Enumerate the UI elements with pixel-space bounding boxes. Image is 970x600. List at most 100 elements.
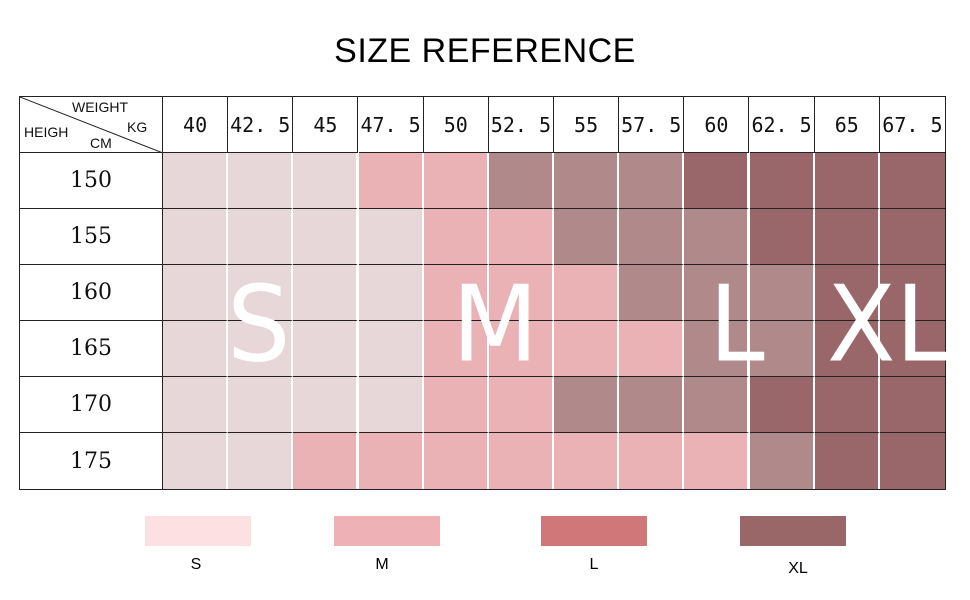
- weight-header-cell: 67. 5: [879, 97, 945, 153]
- weight-header-cell: 60: [684, 97, 750, 153]
- size-chart-table: WEIGHT KG HEIGH CM 40 42. 5 45 47. 5 50 52. 5 55 57…: [19, 96, 951, 490]
- size-cell: [293, 209, 359, 265]
- size-cell: [163, 265, 229, 321]
- page-title: SIZE REFERENCE: [334, 32, 636, 70]
- size-cell: [423, 321, 489, 377]
- size-cell: [358, 377, 424, 433]
- size-cell: [879, 377, 945, 433]
- size-cell: [358, 433, 424, 489]
- weight-header-cell: 42. 5: [228, 97, 294, 153]
- size-cell: [423, 265, 489, 321]
- size-cell: [879, 153, 945, 209]
- legend-label: XL: [788, 560, 808, 577]
- size-cell: [293, 321, 359, 377]
- size-cell: [228, 265, 294, 321]
- size-cell: [423, 209, 489, 265]
- height-row-label: 165: [20, 321, 163, 377]
- size-cell: [423, 153, 489, 209]
- size-cell: [554, 321, 620, 377]
- legend-label: M: [375, 556, 389, 573]
- size-cell: [163, 153, 229, 209]
- size-cell: [749, 209, 815, 265]
- weight-header-cell: 40: [163, 97, 229, 153]
- size-cell: [619, 265, 685, 321]
- legend-label: L: [589, 556, 599, 573]
- size-cell: [228, 377, 294, 433]
- size-cell: [228, 209, 294, 265]
- size-cell: [879, 209, 945, 265]
- size-cell: [488, 153, 554, 209]
- size-cell: [814, 153, 880, 209]
- size-cell: [228, 153, 294, 209]
- size-cell: [293, 265, 359, 321]
- size-cell: [163, 377, 229, 433]
- size-cell: [684, 209, 750, 265]
- height-row-label: 160: [20, 265, 163, 321]
- size-cell: [814, 433, 880, 489]
- weight-header-cell: 47. 5: [358, 97, 424, 153]
- size-cell: [749, 377, 815, 433]
- legend-swatch: [145, 516, 251, 546]
- size-cell: [879, 321, 945, 377]
- size-cell: [358, 321, 424, 377]
- size-cell: [423, 433, 489, 489]
- height-row-label: 155: [20, 209, 163, 265]
- weight-header-cell: 50: [423, 97, 489, 153]
- weight-header-cell: 65: [814, 97, 880, 153]
- size-cell: [814, 209, 880, 265]
- size-cell: [619, 153, 685, 209]
- size-cell: [163, 433, 229, 489]
- size-cell: [619, 209, 685, 265]
- size-cell: [423, 377, 489, 433]
- size-cell: [554, 265, 620, 321]
- size-cell: [749, 321, 815, 377]
- corner-weight-label: WEIGHT: [72, 99, 128, 115]
- size-cell: [684, 153, 750, 209]
- size-cell: [749, 265, 815, 321]
- size-cell: [749, 153, 815, 209]
- size-cell: [358, 209, 424, 265]
- size-cell: [228, 321, 294, 377]
- size-cell: [488, 433, 554, 489]
- height-row-label: 175: [20, 433, 163, 489]
- size-cell: [684, 265, 750, 321]
- legend-swatch: [334, 516, 440, 546]
- size-cell: [293, 377, 359, 433]
- size-cell: [879, 265, 945, 321]
- size-cell: [814, 321, 880, 377]
- size-cell: [228, 433, 294, 489]
- size-cell: [684, 377, 750, 433]
- corner-height-label: HEIGH: [24, 124, 69, 140]
- weight-header-cell: 62. 5: [749, 97, 815, 153]
- size-cell: [488, 265, 554, 321]
- size-cell: [554, 153, 620, 209]
- size-cell: [293, 153, 359, 209]
- size-cell: [163, 209, 229, 265]
- height-row-label: 170: [20, 377, 163, 433]
- weight-header-cell: 52. 5: [488, 97, 554, 153]
- weight-header-cell: 55: [554, 97, 620, 153]
- weight-header-cell: 57. 5: [619, 97, 685, 153]
- size-cell: [619, 433, 685, 489]
- size-cell: [749, 433, 815, 489]
- size-cell: [554, 377, 620, 433]
- size-cell: [879, 433, 945, 489]
- corner-cm-label: CM: [90, 135, 112, 151]
- size-cell: [293, 433, 359, 489]
- size-grid: WEIGHT KG HEIGH CM 40 42. 5 45 47. 5 50 52. 5 55 57…: [20, 97, 951, 489]
- size-cell: [684, 321, 750, 377]
- size-cell: [488, 377, 554, 433]
- corner-kg-label: KG: [127, 119, 148, 135]
- height-row-label: 150: [20, 153, 163, 209]
- legend-swatch: [541, 516, 647, 546]
- corner-diagonal-line: [20, 97, 162, 152]
- legend-label: S: [190, 556, 202, 573]
- size-cell: [488, 321, 554, 377]
- size-cell: [358, 153, 424, 209]
- size-cell: [163, 321, 229, 377]
- weight-header-cell: 45: [293, 97, 359, 153]
- size-cell: [358, 265, 424, 321]
- size-cell: [488, 209, 554, 265]
- size-cell: [619, 321, 685, 377]
- size-cell: [554, 433, 620, 489]
